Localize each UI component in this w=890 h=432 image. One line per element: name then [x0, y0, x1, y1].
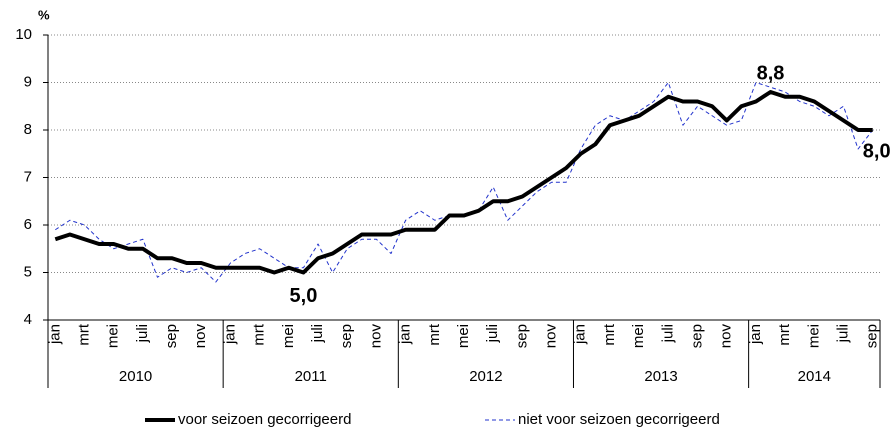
year-label: 2014 — [798, 368, 831, 385]
x-tick-label: mrt — [75, 323, 92, 345]
x-tick-label: mrt — [601, 323, 618, 345]
x-tick-label: nov — [718, 324, 735, 349]
y-tick-label: 10 — [15, 26, 32, 43]
x-tick-label: mei — [630, 324, 647, 348]
y-tick-label: 8 — [24, 121, 32, 138]
x-tick-label: sep — [513, 324, 530, 348]
x-tick-label: sep — [864, 324, 881, 348]
legend-label: niet voor seizoen gecorrigeerd — [518, 411, 720, 428]
x-tick-label: sep — [338, 324, 355, 348]
y-tick-label: 7 — [24, 168, 32, 185]
x-tick-label: juli — [134, 324, 151, 343]
y-axis-label: % — [38, 7, 50, 22]
x-tick-label: sep — [689, 324, 706, 348]
x-tick-label: juli — [659, 324, 676, 343]
x-tick-label: mrt — [251, 323, 268, 345]
year-label: 2010 — [119, 368, 152, 385]
y-tick-label: 4 — [24, 311, 32, 328]
x-tick-label: mei — [805, 324, 822, 348]
x-tick-label: mrt — [426, 323, 443, 345]
annotation: 8,8 — [757, 62, 785, 84]
annotation: 5,0 — [290, 285, 318, 307]
x-tick-label: nov — [367, 324, 384, 349]
x-tick-label: jan — [747, 324, 764, 345]
legend-label: voor seizoen gecorrigeerd — [178, 411, 351, 428]
year-label: 2012 — [469, 368, 502, 385]
x-tick-label: juli — [834, 324, 851, 343]
series-line — [54, 90, 873, 275]
x-tick-label: mei — [280, 324, 297, 348]
x-tick-label: sep — [163, 324, 180, 348]
x-tick-label: mei — [455, 324, 472, 348]
y-tick-label: 5 — [24, 263, 32, 280]
year-label: 2011 — [295, 368, 327, 385]
x-tick-label: jan — [46, 324, 63, 345]
x-tick-label: jan — [221, 324, 238, 345]
series-line — [55, 82, 874, 283]
x-tick-label: mrt — [776, 323, 793, 345]
y-tick-label: 9 — [24, 73, 32, 90]
x-tick-label: nov — [192, 324, 209, 349]
y-tick-label: 6 — [24, 216, 32, 233]
x-tick-label: juli — [484, 324, 501, 343]
year-label: 2013 — [644, 368, 677, 385]
annotation: 8,0 — [863, 140, 890, 162]
x-tick-label: mei — [105, 324, 122, 348]
x-tick-label: jan — [572, 324, 589, 345]
x-tick-label: juli — [309, 324, 326, 343]
x-tick-label: nov — [543, 324, 560, 349]
x-tick-label: jan — [397, 324, 414, 345]
